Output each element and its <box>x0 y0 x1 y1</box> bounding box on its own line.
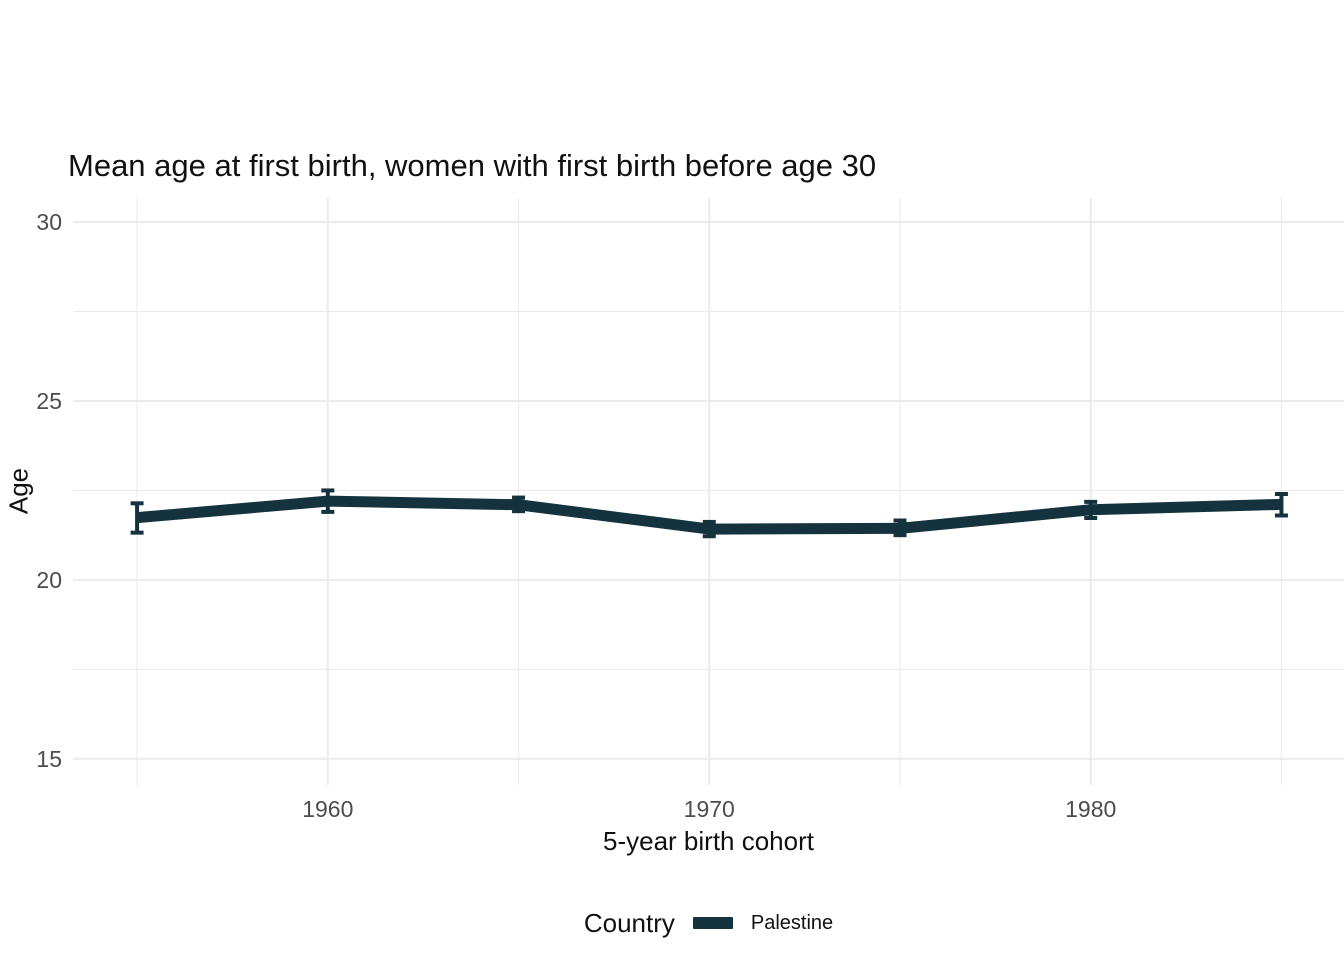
chart-title: Mean age at first birth, women with firs… <box>68 148 877 183</box>
y-tick-label-15: 15 <box>36 745 62 772</box>
legend-item-label: Palestine <box>750 911 834 934</box>
y-tick-label-30: 30 <box>36 208 62 235</box>
x-tick-label-1960: 1960 <box>302 796 354 822</box>
y-tick-label-25: 25 <box>36 387 62 414</box>
x-axis-title: 5-year birth cohort <box>603 826 814 856</box>
y-tick-label-20: 20 <box>36 566 62 593</box>
y-axis-title: Age <box>3 467 34 515</box>
legend-title: Country <box>583 907 675 938</box>
legend-key-swatch <box>692 917 733 929</box>
x-tick-label-1970: 1970 <box>683 796 735 822</box>
legend: Country Palestine <box>73 903 1344 943</box>
x-tick-label-1980: 1980 <box>1065 796 1117 822</box>
